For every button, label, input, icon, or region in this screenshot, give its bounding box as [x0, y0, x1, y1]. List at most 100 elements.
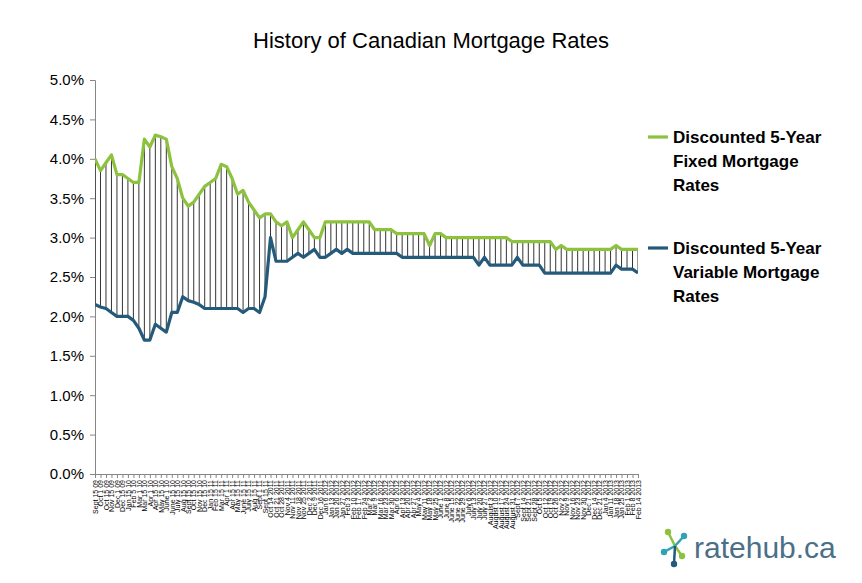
high-low-line: [402, 234, 403, 258]
x-tick-mark: [210, 474, 211, 478]
x-tick-mark: [150, 474, 151, 478]
x-axis: Sept 15 09Oct 1 09Oct 15 09Nov 15 09Dec …: [92, 474, 642, 529]
high-low-line: [638, 249, 639, 273]
high-low-line: [610, 249, 611, 273]
high-low-line: [215, 179, 216, 309]
high-low-line: [511, 242, 512, 266]
high-low-line: [539, 242, 540, 266]
x-tick-mark: [292, 474, 293, 478]
high-low-line: [292, 238, 293, 258]
x-tick-mark: [402, 474, 403, 478]
x-tick-mark: [561, 474, 562, 478]
y-tick-label: 3.0%: [50, 229, 84, 246]
x-tick-mark: [358, 474, 359, 478]
y-tick-mark: [90, 435, 95, 436]
x-tick-mark: [457, 474, 458, 478]
high-low-line: [462, 238, 463, 258]
high-low-line: [358, 222, 359, 254]
high-low-line: [336, 222, 337, 250]
x-tick-mark: [271, 474, 272, 478]
x-tick-mark: [589, 474, 590, 478]
x-tick-label: Feb 14 2013: [635, 480, 642, 519]
high-low-line: [555, 249, 556, 273]
high-low-line: [495, 238, 496, 266]
x-tick: Feb 14 2013: [635, 474, 642, 519]
x-tick-mark: [353, 474, 354, 478]
x-tick-mark: [128, 474, 129, 478]
high-low-line: [522, 242, 523, 266]
high-low-line: [347, 222, 348, 250]
y-tick-label: 4.0%: [50, 150, 84, 167]
x-tick-mark: [364, 474, 365, 478]
x-tick-mark: [314, 474, 315, 478]
x-tick-mark: [413, 474, 414, 478]
x-tick-mark: [616, 474, 617, 478]
high-low-line: [286, 222, 287, 261]
x-tick-mark: [622, 474, 623, 478]
x-tick-mark: [517, 474, 518, 478]
x-tick-mark: [336, 474, 337, 478]
y-axis: 0.0%0.5%1.0%1.5%2.0%2.5%3.0%3.5%4.0%4.5%…: [50, 71, 96, 482]
high-low-line: [621, 249, 622, 269]
high-low-line: [385, 230, 386, 254]
x-tick-mark: [567, 474, 568, 478]
y-tick-mark: [90, 356, 95, 357]
x-tick-mark: [369, 474, 370, 478]
y-tick-mark: [90, 395, 95, 396]
x-tick-mark: [578, 474, 579, 478]
high-low-line: [583, 249, 584, 273]
high-low-line: [314, 238, 315, 250]
y-tick-mark: [90, 159, 95, 160]
y-tick-mark: [90, 238, 95, 239]
x-tick-mark: [375, 474, 376, 478]
high-low-line: [111, 155, 112, 313]
high-low-line: [144, 139, 145, 340]
high-low-line: [391, 230, 392, 254]
y-tick-label: 4.5%: [50, 111, 84, 128]
high-low-line: [270, 214, 271, 238]
x-tick-mark: [506, 474, 507, 478]
high-low-line: [188, 206, 189, 301]
high-low-line: [138, 182, 139, 328]
plot-area: [95, 135, 638, 340]
x-tick-mark: [397, 474, 398, 478]
logo-dot: [681, 533, 687, 539]
x-tick-mark: [462, 474, 463, 478]
high-low-line: [544, 242, 545, 274]
high-low-line: [232, 179, 233, 309]
y-tick-mark: [90, 80, 95, 81]
high-low-line: [451, 238, 452, 258]
high-low-line: [429, 245, 430, 257]
x-tick-mark: [391, 474, 392, 478]
high-low-line: [517, 242, 518, 258]
legend-swatch: [648, 135, 668, 138]
x-tick-mark: [550, 474, 551, 478]
x-tick-mark: [309, 474, 310, 478]
x-tick-mark: [528, 474, 529, 478]
high-low-line: [550, 242, 551, 274]
high-low-line: [95, 159, 96, 305]
x-tick-mark: [572, 474, 573, 478]
y-tick: 2.5%: [50, 268, 95, 285]
high-low-line: [572, 249, 573, 273]
x-tick-mark: [260, 474, 261, 478]
x-tick-mark: [117, 474, 118, 478]
y-tick-label: 2.0%: [50, 308, 84, 325]
x-tick-mark: [303, 474, 304, 478]
high-low-line: [341, 222, 342, 254]
x-tick-mark: [633, 474, 634, 478]
high-low-line: [561, 245, 562, 273]
high-low-line: [259, 218, 260, 313]
x-tick-mark: [183, 474, 184, 478]
logo-dot: [665, 529, 671, 535]
y-tick-label: 5.0%: [50, 71, 84, 88]
x-tick-mark: [254, 474, 255, 478]
high-low-line: [588, 249, 589, 273]
x-tick-mark: [243, 474, 244, 478]
high-low-line: [100, 171, 101, 307]
high-low-line: [160, 137, 161, 328]
high-low-line: [528, 242, 529, 266]
x-tick-mark: [122, 474, 123, 478]
x-tick-mark: [298, 474, 299, 478]
y-tick-label: 1.0%: [50, 387, 84, 404]
